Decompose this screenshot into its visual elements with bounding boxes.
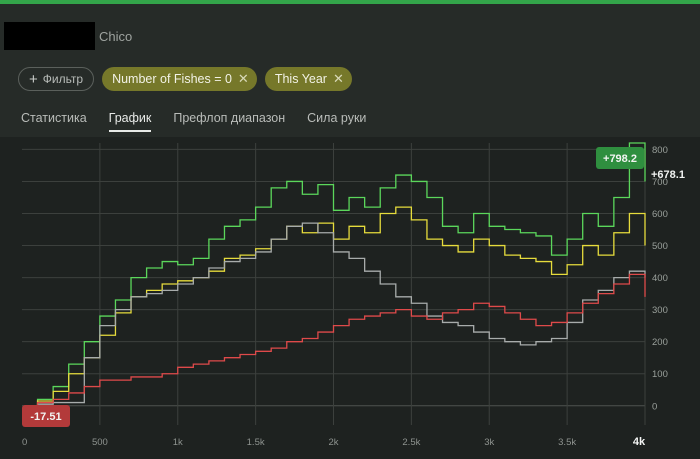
y-tick-label: 200 (652, 337, 668, 348)
x-tick-label: 1k (173, 437, 183, 448)
player-header: Chico (4, 22, 132, 50)
end-value-label: +678.1 (651, 169, 685, 181)
y-tick-label: 400 (652, 273, 668, 284)
filter-bar: + Фильтр Number of Fishes = 0 ✕ This Yea… (18, 67, 352, 91)
x-tick-label: 2.5k (402, 437, 420, 448)
y-tick-label: 600 (652, 209, 668, 220)
start-value-label: -17.51 (30, 411, 61, 423)
add-filter-button[interactable]: + Фильтр (18, 67, 95, 91)
x-tick-label: 1.5k (247, 437, 265, 448)
close-icon[interactable]: ✕ (237, 71, 249, 86)
plus-icon: + (29, 70, 38, 88)
player-name: Chico (99, 28, 133, 44)
filter-chip-label: This Year (274, 72, 327, 86)
filter-chip-period[interactable]: This Year ✕ (264, 67, 352, 91)
tab-hand-strength[interactable]: Сила руки (307, 111, 367, 125)
x-tick-label: 0 (22, 437, 27, 448)
y-tick-label: 700 (652, 177, 668, 188)
x-tick-label: 3.5k (558, 437, 576, 448)
filter-chip-fishes[interactable]: Number of Fishes = 0 ✕ (102, 67, 257, 91)
y-tick-label: 500 (652, 241, 668, 252)
accent-top-bar (0, 0, 700, 4)
add-filter-label: Фильтр (42, 72, 84, 86)
y-tick-label: 800 (652, 145, 668, 156)
end-value-label: +798.2 (603, 153, 637, 165)
series-line (22, 142, 646, 410)
x-tick-label: 2k (328, 437, 338, 448)
winnings-chart: 0 100 200 300 400 500 600 700 800 0 500 1k 1.5k 2k 2.5… (22, 142, 685, 448)
tab-statistics[interactable]: Статистика (21, 111, 87, 125)
y-tick-label: 300 (652, 305, 668, 316)
close-icon[interactable]: ✕ (332, 71, 344, 86)
x-tick-label: 3k (484, 437, 494, 448)
series-line (22, 273, 646, 412)
series-line (22, 222, 646, 410)
x-tick-label: 4k (633, 436, 646, 448)
x-tick-label: 500 (92, 437, 108, 448)
redacted-block (4, 22, 95, 50)
y-tick-label: 0 (652, 401, 657, 412)
start-value-badge (22, 405, 70, 427)
chart-panel: 0 100 200 300 400 500 600 700 800 0 500 1k 1.5k 2k 2.5… (0, 137, 700, 459)
y-tick-label: 100 (652, 369, 668, 380)
tab-preflop-range[interactable]: Префлоп диапазон (173, 111, 286, 125)
end-value-badge (596, 147, 644, 169)
filter-chip-label: Number of Fishes = 0 (112, 72, 232, 86)
tab-chart[interactable]: График (108, 111, 152, 132)
tab-bar: Статистика График Префлоп диапазон Сила … (21, 111, 366, 132)
